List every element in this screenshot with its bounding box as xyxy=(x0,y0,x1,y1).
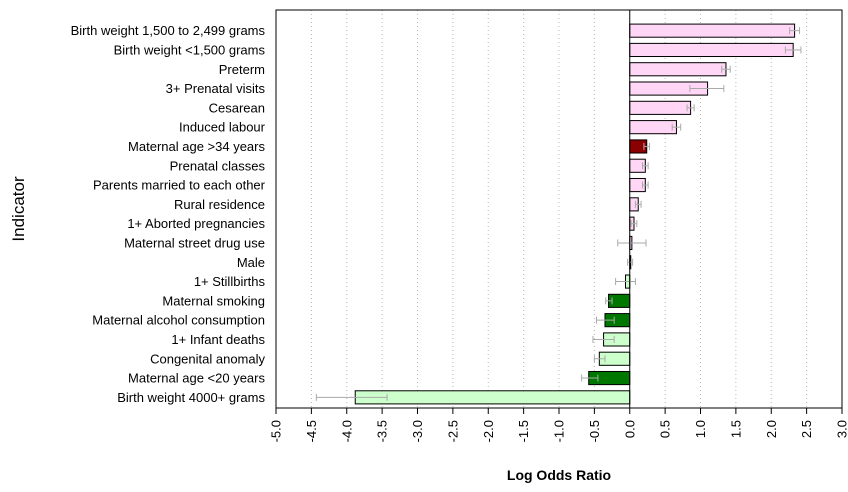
x-tick-label: 2.0 xyxy=(764,420,779,438)
x-tick-label: -4.5 xyxy=(304,420,319,442)
category-label: Maternal street drug use xyxy=(124,235,265,250)
category-label: Preterm xyxy=(219,62,265,77)
x-tick-label: 1.5 xyxy=(728,420,743,438)
category-label: Maternal smoking xyxy=(162,293,265,308)
category-label: Cesarean xyxy=(209,100,265,115)
category-labels: Birth weight 1,500 to 2,499 grams Birth w… xyxy=(71,23,266,405)
bar xyxy=(630,24,795,37)
category-label: Birth weight 4000+ grams xyxy=(117,390,265,405)
category-label: 3+ Prenatal visits xyxy=(166,81,266,96)
category-label: Rural residence xyxy=(174,197,265,212)
category-label: Maternal age >34 years xyxy=(128,139,265,154)
category-label: Birth weight 1,500 to 2,499 grams xyxy=(71,23,266,38)
category-label: Maternal alcohol consumption xyxy=(92,313,265,328)
category-label: Male xyxy=(237,255,265,270)
plot-frame xyxy=(276,10,842,408)
category-label: Congenital anomaly xyxy=(150,351,265,366)
x-axis-ticks: -5.0 -4.5 -4.0 -3.5 -3.0 -2.5 -2.0 -1.5 -1.0 -0.5… xyxy=(269,408,848,442)
category-label: 1+ Aborted pregnancies xyxy=(127,216,265,231)
category-label: Birth weight <1,500 grams xyxy=(114,42,266,57)
category-label: Parents married to each other xyxy=(93,178,266,193)
category-label: 1+ Infant deaths xyxy=(171,332,265,347)
x-tick-label: -3.0 xyxy=(410,420,425,442)
category-label: Maternal age <20 years xyxy=(128,371,265,386)
bar xyxy=(630,43,793,56)
x-tick-label: -0.5 xyxy=(587,420,602,442)
x-tick-label: -3.5 xyxy=(375,420,390,442)
x-axis-title: Log Odds Ratio xyxy=(507,467,611,483)
x-tick-label: -1.5 xyxy=(516,420,531,442)
x-tick-label: 1.0 xyxy=(693,420,708,438)
category-label: Induced labour xyxy=(179,120,266,135)
x-tick-label: 2.5 xyxy=(799,420,814,438)
category-label: Prenatal classes xyxy=(170,158,266,173)
bar xyxy=(630,121,677,134)
bars xyxy=(355,24,794,404)
x-tick-label: 3.0 xyxy=(835,420,848,438)
bar xyxy=(630,101,691,114)
x-tick-label: 0.5 xyxy=(658,420,673,438)
x-tick-label: -2.5 xyxy=(445,420,460,442)
x-tick-label: -1.0 xyxy=(552,420,567,442)
x-tick-label: -4.0 xyxy=(339,420,354,442)
y-axis-title: Indicator xyxy=(9,176,28,242)
x-tick-label: 0.0 xyxy=(622,420,637,438)
bar xyxy=(355,391,630,404)
x-tick-label: -5.0 xyxy=(269,420,284,442)
grid-lines xyxy=(276,10,842,408)
x-tick-label: -2.0 xyxy=(481,420,496,442)
category-label: 1+ Stillbirths xyxy=(194,274,266,289)
bar xyxy=(630,63,726,76)
